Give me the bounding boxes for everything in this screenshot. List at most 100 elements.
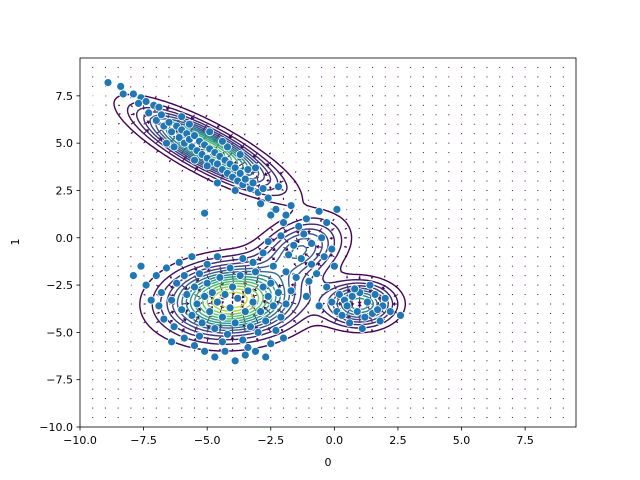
quiver-arrow bbox=[359, 85, 361, 87]
quiver-arrow bbox=[206, 189, 208, 191]
quiver-arrow bbox=[193, 66, 195, 68]
quiver-arrow bbox=[92, 180, 94, 182]
quiver-arrow bbox=[511, 152, 513, 154]
scatter-point bbox=[286, 286, 296, 296]
quiver-arrow bbox=[461, 161, 463, 163]
quiver-arrow bbox=[537, 398, 539, 400]
quiver-arrow bbox=[372, 114, 374, 116]
quiver-arrow bbox=[550, 303, 552, 305]
quiver-arrow bbox=[206, 208, 208, 210]
quiver-arrow bbox=[524, 417, 526, 419]
quiver-arrow bbox=[550, 398, 552, 400]
quiver-arrow bbox=[397, 407, 399, 409]
quiver-arrow bbox=[408, 303, 411, 305]
quiver-arrow bbox=[92, 114, 94, 116]
quiver-arrow bbox=[168, 350, 170, 352]
quiver-arrow bbox=[486, 379, 488, 381]
quiver-arrow bbox=[499, 180, 501, 182]
quiver-arrow bbox=[473, 66, 475, 68]
quiver-arrow bbox=[155, 256, 157, 258]
quiver-arrow bbox=[270, 407, 272, 409]
quiver-arrow bbox=[181, 388, 183, 390]
quiver-arrow bbox=[486, 133, 488, 135]
quiver-arrow bbox=[499, 294, 501, 296]
quiver-arrow bbox=[397, 114, 399, 116]
scatter-point bbox=[182, 290, 192, 299]
scatter-point bbox=[235, 271, 245, 281]
quiver-arrow bbox=[104, 388, 106, 390]
quiver-arrow bbox=[397, 171, 399, 173]
quiver-arrow bbox=[333, 133, 335, 135]
quiver-arrow bbox=[410, 208, 412, 210]
quiver-arrow bbox=[143, 199, 145, 201]
quiver-arrow bbox=[92, 237, 94, 239]
quiver-arrow bbox=[473, 417, 475, 419]
quiver-arrow bbox=[422, 152, 424, 154]
scatter-point bbox=[271, 204, 281, 214]
quiver-arrow bbox=[268, 152, 272, 155]
quiver-arrow bbox=[181, 208, 183, 210]
quiver-arrow bbox=[473, 284, 475, 286]
scatter-point bbox=[268, 261, 278, 271]
quiver-arrow bbox=[461, 152, 463, 154]
scatter-point bbox=[385, 307, 395, 317]
quiver-arrow bbox=[486, 142, 488, 144]
quiver-arrow bbox=[295, 133, 297, 135]
quiver-arrow bbox=[435, 66, 437, 68]
quiver-arrow bbox=[117, 275, 119, 277]
quiver-arrow bbox=[499, 95, 501, 97]
scatter-point bbox=[103, 78, 113, 87]
quiver-arrow bbox=[92, 379, 94, 381]
quiver-arrow bbox=[499, 303, 501, 305]
quiver-arrow bbox=[499, 218, 501, 220]
scatter-point bbox=[332, 204, 342, 214]
quiver-arrow bbox=[435, 350, 437, 352]
quiver-arrow bbox=[308, 152, 310, 154]
scatter-point bbox=[263, 193, 273, 203]
quiver-arrow bbox=[397, 85, 399, 87]
quiver-arrow bbox=[486, 312, 488, 314]
quiver-arrow bbox=[384, 350, 386, 352]
scatter-point bbox=[192, 299, 202, 309]
quiver-arrow bbox=[181, 66, 183, 68]
quiver-arrow bbox=[168, 171, 170, 173]
quiver-arrow bbox=[333, 417, 335, 419]
quiver-arrow bbox=[461, 104, 463, 106]
quiver-arrow bbox=[499, 85, 501, 87]
quiver-arrow bbox=[143, 66, 145, 68]
quiver-arrow bbox=[346, 95, 348, 97]
quiver-arrow bbox=[219, 208, 221, 210]
quiver-arrow bbox=[155, 161, 157, 163]
scatter-point bbox=[314, 206, 324, 216]
quiver-arrow bbox=[244, 227, 246, 229]
quiver-arrow bbox=[321, 369, 323, 371]
quiver-arrow bbox=[473, 360, 475, 362]
quiver-arrow bbox=[562, 360, 564, 362]
quiver-arrow bbox=[384, 161, 386, 163]
quiver-arrow bbox=[193, 199, 195, 201]
quiver-arrow bbox=[346, 133, 348, 135]
quiver-arrow bbox=[524, 369, 526, 371]
scatter-point bbox=[251, 267, 260, 277]
scatter-point bbox=[273, 182, 283, 192]
quiver-arrow bbox=[219, 359, 221, 361]
quiver-arrow bbox=[384, 360, 386, 362]
quiver-arrow bbox=[499, 398, 501, 400]
quiver-arrow bbox=[499, 171, 501, 173]
quiver-arrow bbox=[321, 310, 325, 314]
quiver-arrow bbox=[333, 76, 335, 78]
scatter-point bbox=[263, 237, 273, 247]
quiver-arrow bbox=[104, 86, 107, 88]
quiver-arrow bbox=[130, 417, 132, 419]
quiver-arrow bbox=[448, 398, 450, 400]
quiver-arrow bbox=[105, 113, 107, 116]
quiver-arrow bbox=[537, 256, 539, 258]
quiver-arrow bbox=[104, 369, 106, 371]
quiver-arrow bbox=[181, 349, 183, 352]
quiver-arrow bbox=[244, 123, 246, 125]
quiver-arrow bbox=[550, 360, 552, 362]
scatter-point bbox=[225, 303, 235, 313]
quiver-arrow bbox=[181, 218, 183, 220]
quiver-arrow bbox=[92, 133, 94, 135]
quiver-arrow bbox=[92, 199, 94, 201]
